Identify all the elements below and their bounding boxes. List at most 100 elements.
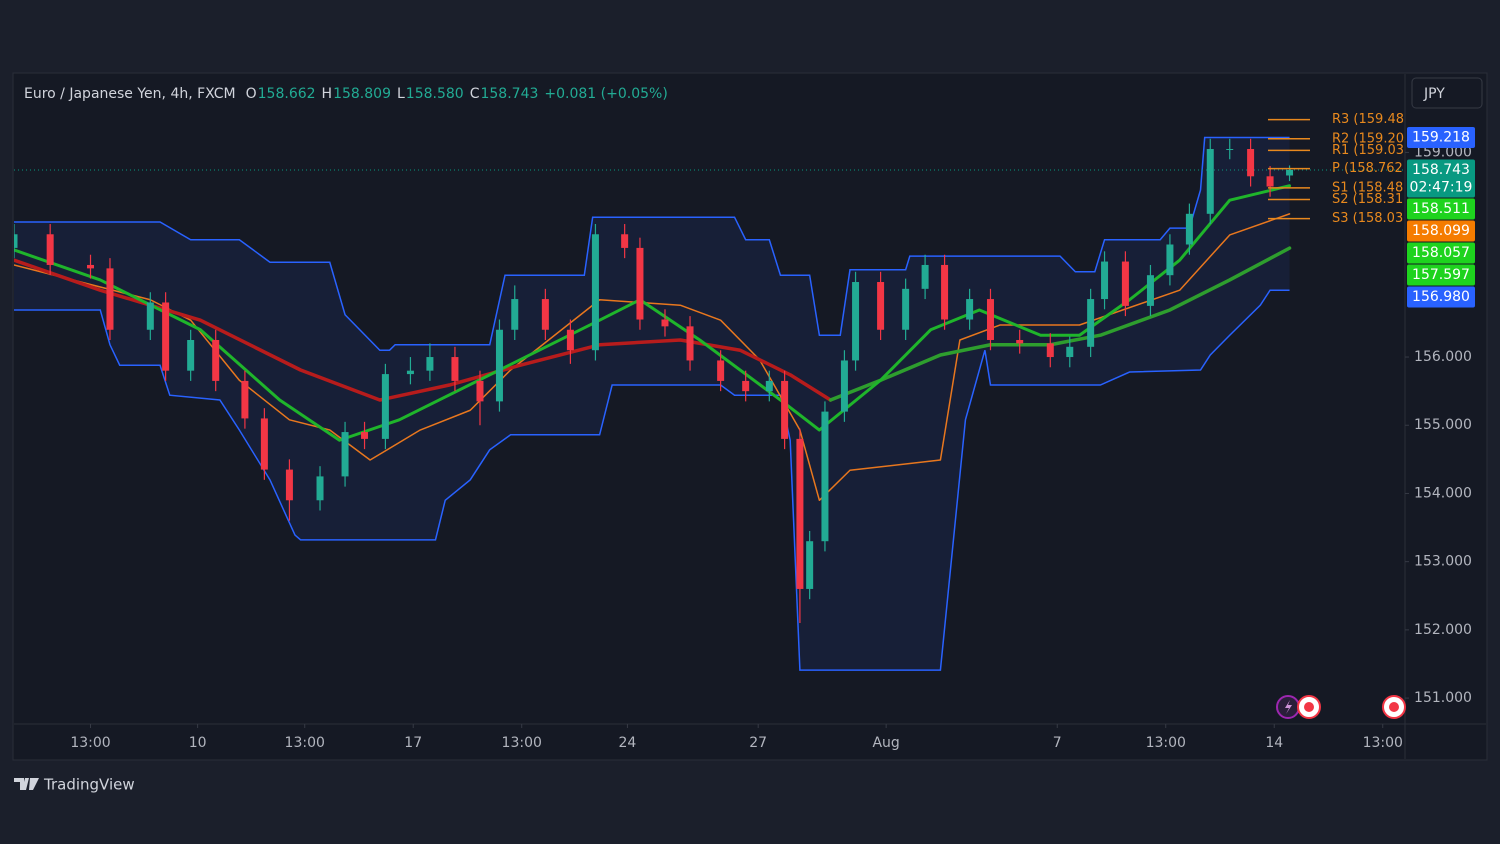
price-tag-label: 158.057 [1412,245,1470,261]
candle-body [621,234,629,248]
candle-body [495,329,503,402]
brand-logo: TradingView [14,776,135,794]
candle-body [765,380,773,392]
x-tick-label: 10 [189,735,207,751]
x-tick-label: 27 [749,735,767,751]
candle-body [821,411,829,542]
candle-body [14,234,18,248]
candle-body [87,264,95,269]
x-tick-label: 17 [404,735,422,751]
brand-name: TradingView [43,776,135,794]
candle-body [406,370,414,375]
legend-text: Euro / Japanese Yen, 4h, FXCM [24,86,236,102]
candle-body [902,288,910,330]
legend-header: Euro / Japanese Yen, 4h, FXCM O 158.662 H 15… [24,86,668,102]
y-tick-label: 151.000 [1414,690,1472,706]
candle-body [1101,261,1109,300]
price-tag-label: 159.218 [1412,130,1470,146]
candle-body [106,268,114,330]
candle-body [162,302,170,371]
candle-body [316,476,324,501]
pivot-label: P (158.762 [1332,161,1403,176]
price-tag [1407,198,1475,220]
candle-body [541,299,549,330]
candle-body [146,302,154,330]
candle-body [1247,149,1255,177]
candle-body [1016,339,1024,344]
price-tag-label: 157.597 [1412,267,1470,283]
candle-body [636,247,644,320]
band-line [14,136,1290,351]
event-icon-glyph [1304,702,1314,712]
candle-body [451,357,459,381]
legend-text: O [246,86,257,102]
pivot-label: R2 (159.20 [1332,131,1404,146]
candle-body [241,380,249,419]
candle-body [476,380,484,402]
candle-body [1266,176,1274,187]
band-line [14,289,1290,671]
indicator-line [14,184,1292,442]
price-tag-countdown: 02:47:19 [1410,179,1473,195]
legend-text: L [397,86,405,102]
x-tick-label: 13:00 [1363,735,1403,751]
x-tick-label: 13:00 [70,735,110,751]
candle-body [341,432,349,477]
candle-body [591,234,599,351]
candle-body [361,432,369,439]
event-icons [1276,695,1406,719]
pivot-label: R3 (159.48 [1332,112,1404,127]
candle-body [212,339,220,381]
candle-body [1066,346,1074,358]
price-tag [1407,242,1475,264]
candle-body [566,329,574,351]
legend-text: 158.662 [258,86,316,102]
candle-body [1206,149,1214,214]
candle-body [1121,261,1129,306]
y-tick-label: 153.000 [1414,554,1472,570]
currency-button[interactable] [1411,77,1483,109]
legend-text: 158.809 [333,86,391,102]
legend-text: 158.580 [406,86,464,102]
y-tick-label: 156.000 [1414,349,1472,365]
candle-body [1046,343,1054,358]
price-tag-label: 158.743 [1412,162,1470,178]
price-tag [1407,220,1475,242]
price-tag-label: 158.511 [1412,201,1470,217]
x-tick-label: 14 [1265,735,1283,751]
brand-icon [14,778,39,790]
candle-body [1226,149,1234,151]
event-icon-glyph [1389,702,1399,712]
candle-body [260,418,268,470]
candle-body [742,380,750,392]
candle-body [426,357,434,371]
candle-body [852,282,860,361]
pivot-label: S2 (158.31 [1332,192,1403,207]
axes: 151.000 152.000 153.000 154.000 155.000 156.0… [70,144,1472,751]
candle-body [806,541,814,589]
y-tick-label: 152.000 [1414,622,1472,638]
candle-body [511,299,519,330]
pivot-label: S3 (158.03 [1332,211,1403,226]
y-tick-label: 159.000 [1414,144,1472,160]
price-tag [1407,286,1475,308]
event-icon-glyph [1285,700,1292,714]
candle-body [285,469,293,501]
legend-text: +0.081 (+0.05%) [544,86,667,102]
legend-text: 158.743 [480,86,538,102]
candle-body [187,339,195,371]
candle-body [1166,244,1174,276]
candle-body [781,380,789,439]
candle-body [986,299,994,340]
legend-text: C [470,86,480,102]
x-tick-label: Aug [872,735,899,751]
band-fill [14,137,1290,671]
currency-label: JPY [1423,86,1445,102]
indicator-line [14,258,833,402]
candle-body [381,374,389,439]
candle-body [46,234,54,265]
x-tick-label: 13:00 [502,735,542,751]
